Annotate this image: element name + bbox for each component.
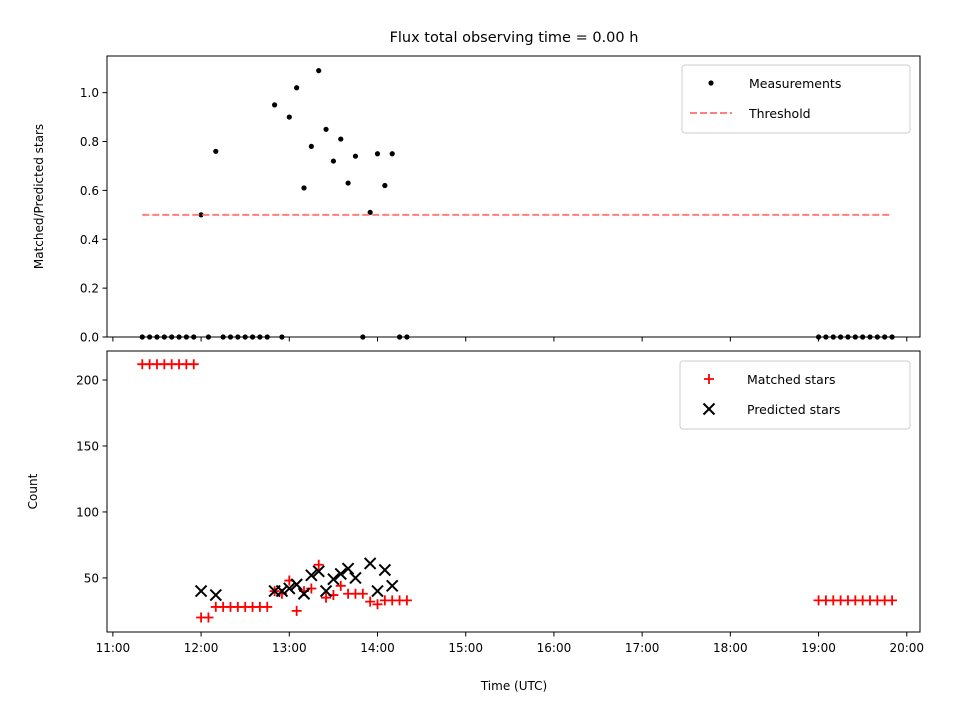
threshold-legend-label: Threshold xyxy=(748,106,811,121)
measurements-point xyxy=(367,209,373,215)
matched-stars-point xyxy=(335,580,346,591)
predicted-stars-point xyxy=(283,582,296,595)
matched-stars-point xyxy=(321,592,332,603)
x-tick-label: 13:00 xyxy=(272,641,307,655)
measurements-point xyxy=(323,126,329,132)
matched-stars-point xyxy=(262,601,273,612)
measurements-point xyxy=(382,182,388,189)
measurements-legend-label: Measurements xyxy=(749,76,841,91)
y-tick-label: 150 xyxy=(76,439,99,453)
predicted-stars-point xyxy=(194,584,208,598)
x-tick-label: 14:00 xyxy=(360,641,395,655)
bottom-panel: 11:00 12:00 13:00 14:00 15:00 16:00 17:00 18:00… xyxy=(26,350,924,693)
predicted-stars-legend-marker xyxy=(702,402,716,416)
measurements-point xyxy=(271,102,278,108)
top-panel-y-axis-label: Matched/Predicted stars xyxy=(32,124,46,269)
predicted-stars-point xyxy=(341,562,355,575)
y-tick-label: 100 xyxy=(76,505,99,519)
measurements-point xyxy=(213,148,219,154)
matched-stars-point xyxy=(291,605,302,616)
predicted-stars-point xyxy=(319,584,333,598)
bottom-panel-x-axis-label: Time (UTC) xyxy=(480,679,547,693)
matched-stars-point xyxy=(401,595,412,606)
x-tick-label: 15:00 xyxy=(448,641,483,655)
x-tick-label: 16:00 xyxy=(537,641,572,655)
measurements-point xyxy=(316,68,322,74)
measurements-point xyxy=(389,151,395,157)
predicted-stars-point xyxy=(209,588,222,602)
y-tick-label: 0.2 xyxy=(80,282,99,296)
predicted-stars-point xyxy=(327,573,340,586)
predicted-stars-legend-label: Predicted stars xyxy=(747,402,840,417)
predicted-stars-point xyxy=(275,584,289,598)
predicted-stars-point xyxy=(297,587,311,600)
matched-stars-point xyxy=(188,359,199,370)
x-tick-label: 20:00 xyxy=(889,641,924,655)
matched-stars-legend-label: Matched stars xyxy=(747,372,835,387)
predicted-stars-point xyxy=(378,563,392,577)
predicted-stars-point xyxy=(349,571,362,585)
legend-box xyxy=(679,360,911,430)
top-panel-legend: Measurements Threshold xyxy=(681,64,911,134)
matched-stars-point xyxy=(365,596,376,607)
bottom-panel-legend: Matched stars Predicted stars xyxy=(679,360,911,430)
predicted-stars-point xyxy=(334,567,347,581)
y-tick-label: 0.6 xyxy=(80,184,99,198)
y-tick-label: 1.0 xyxy=(80,86,99,100)
bottom-panel-marks xyxy=(137,359,898,623)
legend-box xyxy=(681,64,911,134)
predicted-stars-point xyxy=(386,579,399,593)
y-tick-label: 0.4 xyxy=(80,233,99,247)
predicted-stars-point xyxy=(305,569,318,582)
measurements-point xyxy=(308,143,314,150)
measurements-point xyxy=(352,153,359,159)
measurements-point xyxy=(345,180,351,186)
matched-stars-point xyxy=(203,612,214,623)
x-tick-label: 17:00 xyxy=(625,641,660,655)
measurements-legend-marker xyxy=(708,80,714,86)
x-tick-label: 19:00 xyxy=(801,641,836,655)
measurements-point xyxy=(198,212,204,218)
top-panel-axes: 0.0 0.2 0.4 0.6 0.8 1.0 xyxy=(80,55,921,345)
measurements-point xyxy=(301,185,307,191)
measurements-point xyxy=(294,85,300,91)
matched-stars-legend-marker xyxy=(704,374,714,384)
predicted-stars-point xyxy=(290,578,303,591)
predicted-stars-point xyxy=(363,557,377,570)
matched-stars-point xyxy=(887,595,898,606)
top-panel: 0.0 0.2 0.4 0.6 0.8 1.0 Matched/Predicted sta… xyxy=(32,55,921,345)
figure-title: Flux total observing time = 0.00 h xyxy=(390,30,639,46)
matched-stars-point xyxy=(357,588,368,599)
measurements-point xyxy=(330,158,337,164)
matched-stars-point xyxy=(313,559,324,570)
top-panel-frame xyxy=(106,55,921,338)
top-panel-marks xyxy=(139,68,895,340)
predicted-stars-point xyxy=(312,565,325,578)
x-tick-label: 18:00 xyxy=(713,641,748,655)
measurements-point xyxy=(286,114,292,120)
matched-stars-point xyxy=(372,599,383,610)
measurements-point xyxy=(338,136,344,142)
predicted-stars-point xyxy=(371,584,384,598)
measurements-point xyxy=(374,151,381,157)
bottom-panel-axes: 11:00 12:00 13:00 14:00 15:00 16:00 17:00 18:00… xyxy=(76,350,924,655)
y-tick-label: 0.0 xyxy=(80,331,99,345)
y-tick-label: 200 xyxy=(76,374,99,388)
x-tick-label: 12:00 xyxy=(184,641,219,655)
y-tick-label: 50 xyxy=(84,571,99,585)
y-tick-label: 0.8 xyxy=(80,135,99,149)
bottom-panel-frame xyxy=(106,350,921,633)
bottom-panel-y-axis-label: Count xyxy=(26,473,40,509)
x-tick-label: 11:00 xyxy=(96,641,131,655)
